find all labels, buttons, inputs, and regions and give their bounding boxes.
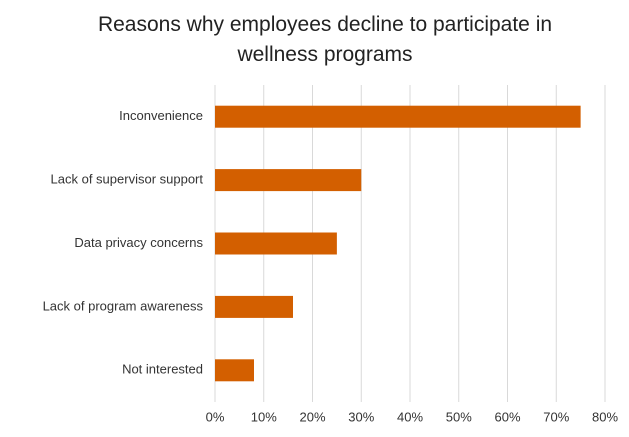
- chart-title: Reasons why employees decline to partici…: [97, 13, 553, 66]
- bar: [215, 169, 362, 192]
- x-tick-label: 40%: [397, 409, 423, 424]
- y-tick-label: Inconvenience: [119, 108, 203, 123]
- y-tick-label: Data privacy concerns: [74, 235, 203, 250]
- bar: [215, 359, 254, 382]
- x-tick-label: 60%: [494, 409, 520, 424]
- bar: [215, 105, 581, 128]
- x-tick-label: 30%: [348, 409, 374, 424]
- x-tick-label: 10%: [251, 409, 277, 424]
- x-tick-label: 0%: [206, 409, 225, 424]
- y-tick-label: Lack of supervisor support: [51, 172, 204, 187]
- x-tick-label: 50%: [446, 409, 472, 424]
- y-tick-label: Lack of program awareness: [43, 298, 204, 313]
- bar: [215, 295, 293, 318]
- x-tick-label: 80%: [592, 409, 618, 424]
- y-tick-label: Not interested: [122, 362, 203, 377]
- x-tick-label: 70%: [543, 409, 569, 424]
- bar: [215, 232, 337, 255]
- x-tick-label: 20%: [299, 409, 325, 424]
